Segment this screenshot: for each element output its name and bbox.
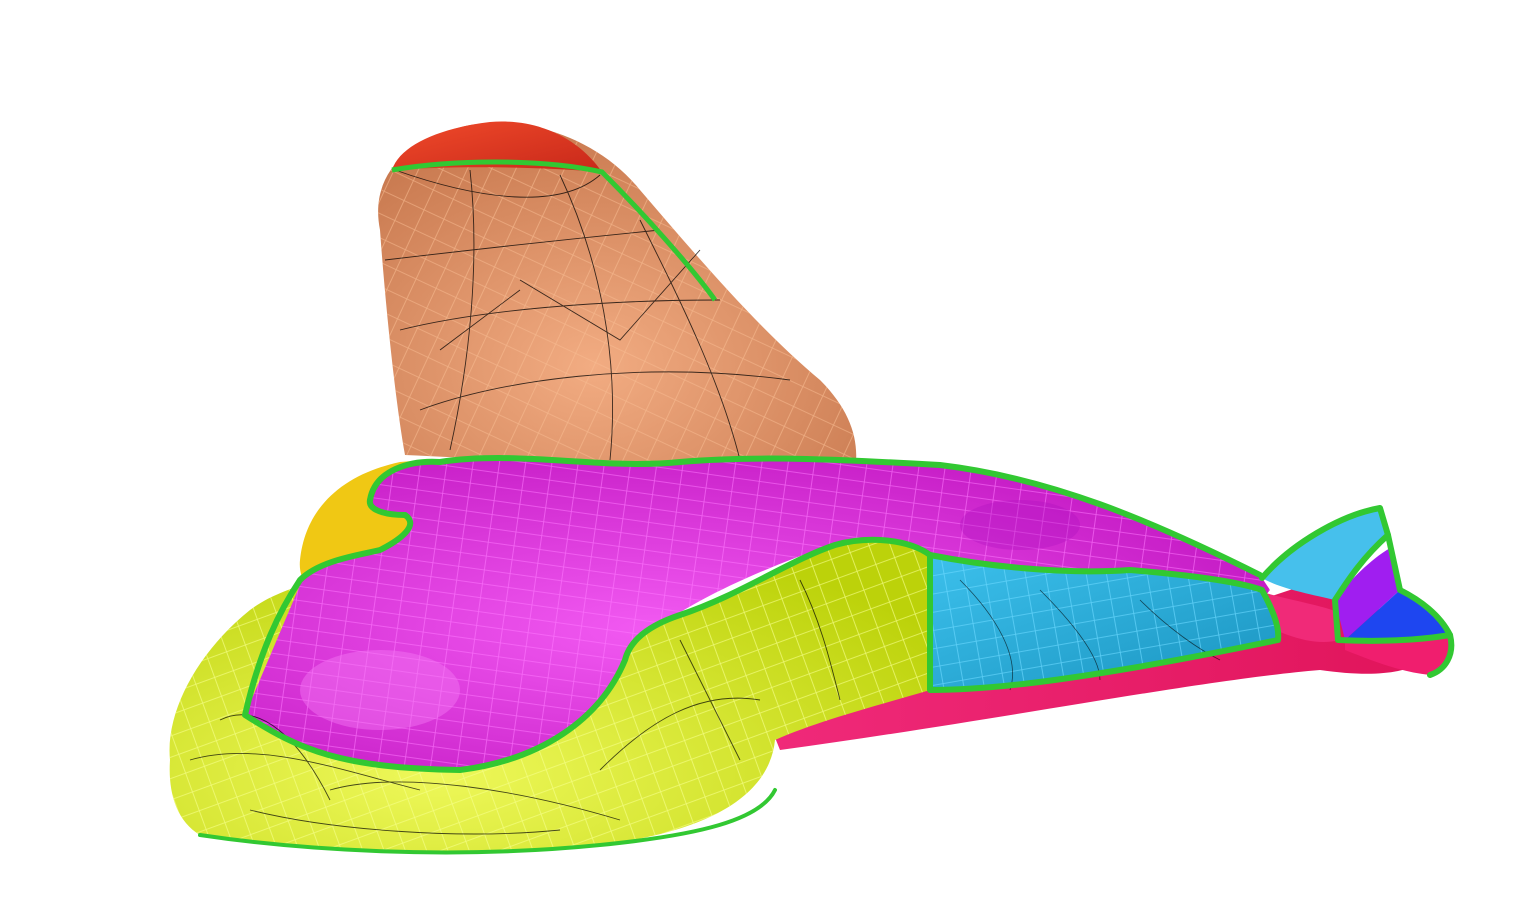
tail-pink-segment: [1345, 635, 1452, 675]
tail-violet-segment: [1335, 548, 1400, 640]
body-segment: [245, 458, 1270, 770]
front-segment: [169, 539, 930, 853]
head-tip-segment: [392, 121, 602, 172]
tail-fin-lower-segment: [1262, 592, 1340, 643]
head-segment: [378, 121, 857, 470]
tail-fin-upper-segment: [1262, 508, 1388, 600]
seam-lines: [198, 455, 1455, 855]
tail-blue-segment: [1345, 590, 1450, 641]
